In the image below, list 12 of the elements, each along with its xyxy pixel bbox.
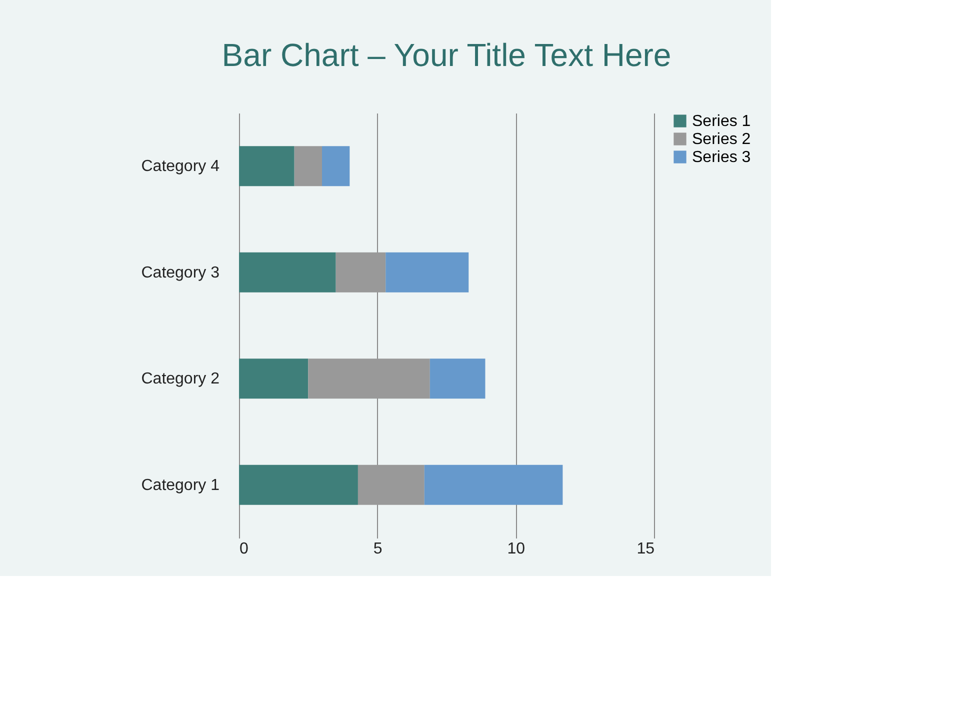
chart-title: Bar Chart – Your Title Text Here — [222, 37, 672, 73]
y-tick-label: Category 1 — [141, 476, 220, 494]
legend-label: Series 2 — [692, 131, 751, 148]
x-tick-label: 5 — [373, 540, 382, 558]
x-tick-label: 10 — [507, 540, 526, 558]
legend-label: Series 1 — [692, 113, 751, 130]
x-tick-label: 0 — [240, 540, 248, 558]
legend-label: Series 3 — [692, 149, 751, 166]
y-tick-label: Category 4 — [141, 158, 220, 176]
y-tick-label: Category 3 — [141, 264, 220, 282]
x-tick-label: 15 — [636, 540, 655, 558]
y-tick-label: Category 2 — [141, 370, 220, 388]
